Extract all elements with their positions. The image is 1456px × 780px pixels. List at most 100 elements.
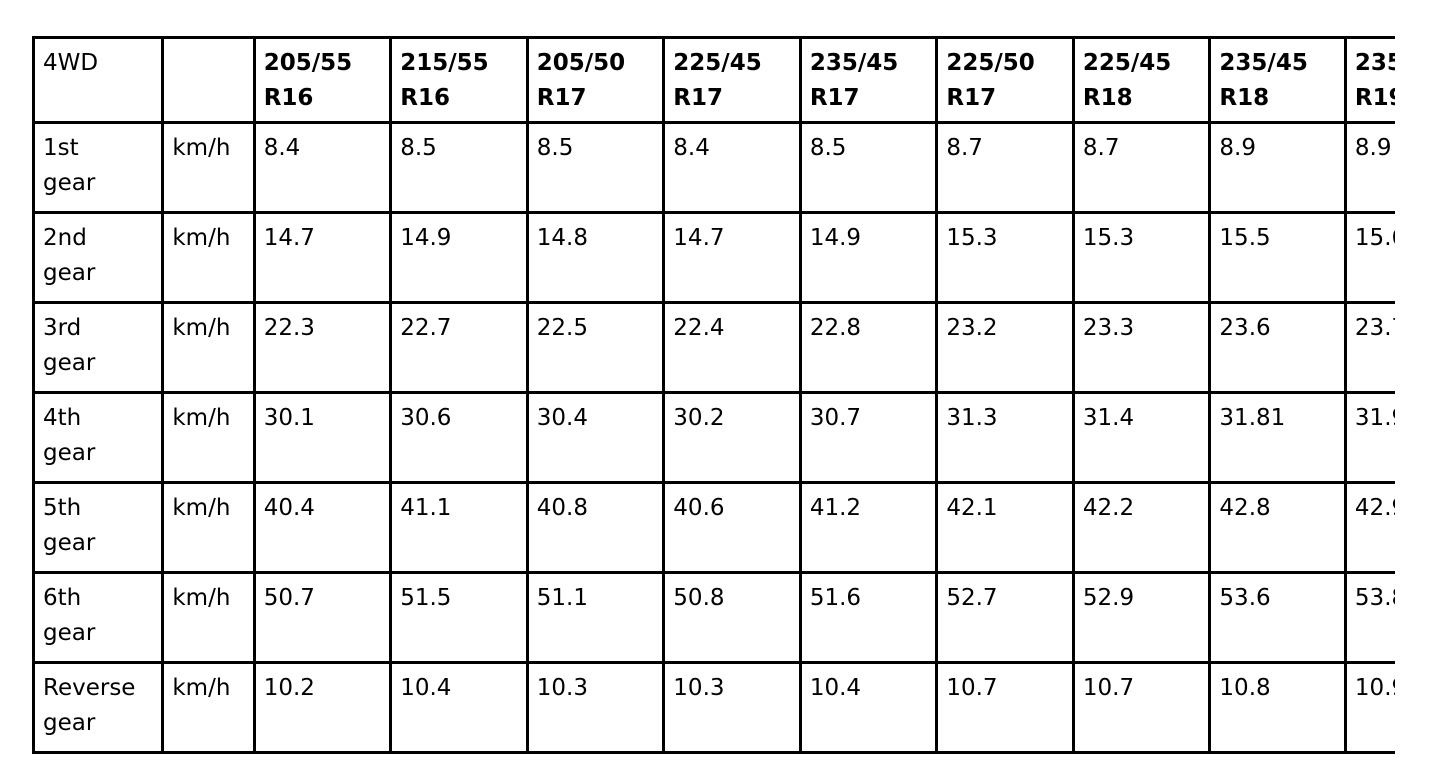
speed-value-cell: 30.1 (252, 391, 393, 484)
gear-label: 5th gear (32, 481, 165, 574)
speed-value-cell: 53.6 (1208, 571, 1347, 664)
speed-value-cell: 14.9 (389, 211, 529, 304)
speed-value-cell: 10.3 (525, 661, 666, 754)
speed-value-cell: 10.2 (252, 661, 393, 754)
speed-value-cell: 23.3 (1071, 301, 1212, 394)
cell-line: 235/45 (1219, 50, 1308, 76)
gear-label: 4th gear (32, 391, 165, 484)
speed-value-cell: 10.3 (662, 661, 802, 754)
table-row: 1st gear km/h 8.4 8.5 8.5 8.4 8.5 8.7 8.7 8.9 8.9 (32, 121, 1395, 214)
speed-value-cell: 14.7 (662, 211, 802, 304)
gear-label: Reverse gear (32, 661, 165, 754)
tire-size-header: 215/55 R16 (389, 36, 529, 124)
speed-value-cell: 10.7 (1071, 661, 1212, 754)
cell-line: 225/45 (673, 50, 762, 76)
tire-size-header: 225/45 R18 (1071, 36, 1212, 124)
speed-value-cell: 14.9 (798, 211, 939, 304)
gear-label: 1st gear (32, 121, 165, 214)
table-row: 6th gear km/h 50.7 51.5 51.1 50.8 51.6 52.7 52.9 5… (32, 571, 1395, 664)
unit-cell: km/h (161, 481, 256, 574)
cell-line: 225/45 (1082, 50, 1172, 76)
table-row: Reverse gear km/h 10.2 10.4 10.3 10.3 10.4 10.7 1… (32, 661, 1395, 754)
cell-line: gear (43, 260, 96, 286)
unit-cell: km/h (161, 121, 256, 214)
cell-line: R17 (673, 85, 724, 111)
unit-cell: km/h (161, 661, 256, 754)
speed-value-cell: 51.6 (798, 571, 939, 664)
gear-label: 2nd gear (32, 211, 165, 304)
cell-line: 215/55 (400, 50, 489, 76)
speed-value-cell: 8.5 (525, 121, 666, 214)
header-row: 4WD 205/55 R16 215/55 R16 205/50 R17 225/45 R17 2… (32, 36, 1395, 124)
speed-value-cell: 22.7 (389, 301, 529, 394)
speed-value-cell: 53.8 (1343, 571, 1395, 664)
cell-line: 6th (43, 585, 82, 611)
speed-value-cell: 8.5 (798, 121, 939, 214)
tire-size-header: 225/50 R17 (935, 36, 1075, 124)
cell-line: gear (43, 620, 96, 646)
speed-value-cell: 50.8 (662, 571, 802, 664)
corner-label: 4WD (32, 36, 165, 124)
speed-value-cell: 42.8 (1208, 481, 1347, 574)
speed-value-cell: 51.5 (389, 571, 529, 664)
speed-value-cell: 50.7 (252, 571, 393, 664)
speed-value-cell: 23.2 (935, 301, 1075, 394)
speed-value-cell: 22.4 (662, 301, 802, 394)
speed-value-cell: 22.3 (252, 301, 393, 394)
speed-value-cell: 15.6 (1343, 211, 1395, 304)
table-row: 4th gear km/h 30.1 30.6 30.4 30.2 30.7 31.3 31.4 3… (32, 391, 1395, 484)
speed-table-container: 4WD 205/55 R16 215/55 R16 205/50 R17 225/45 R17 2… (32, 36, 1395, 756)
speed-value-cell: 51.1 (525, 571, 666, 664)
speed-value-cell: 52.7 (935, 571, 1075, 664)
speed-value-cell: 30.7 (798, 391, 939, 484)
cell-line: 205/50 (536, 50, 626, 76)
tire-size-header: 235/45 R17 (798, 36, 939, 124)
cell-line: 225/50 (946, 50, 1035, 76)
speed-value-cell: 14.7 (252, 211, 393, 304)
cell-line: gear (43, 710, 96, 736)
speed-value-cell: 10.7 (935, 661, 1075, 754)
speed-value-cell: 30.4 (525, 391, 666, 484)
speed-value-cell: 40.8 (525, 481, 666, 574)
tire-size-header: 225/45 R17 (662, 36, 802, 124)
speed-value-cell: 8.7 (1071, 121, 1212, 214)
cell-line: R18 (1219, 85, 1270, 111)
speed-value-cell: 40.6 (662, 481, 802, 574)
cell-line: gear (43, 440, 96, 466)
speed-value-cell: 41.2 (798, 481, 939, 574)
cell-line: Reverse (43, 675, 136, 701)
speed-value-cell: 14.8 (525, 211, 666, 304)
cell-line: 4th (43, 405, 82, 431)
tire-size-header: 235/45 R18 (1208, 36, 1347, 124)
speed-value-cell: 42.9 (1343, 481, 1395, 574)
cell-line: 5th (43, 495, 82, 521)
table-row: 5th gear km/h 40.4 41.1 40.8 40.6 41.2 42.1 42.2 4… (32, 481, 1395, 574)
cell-line: 1st (43, 135, 79, 161)
cell-line: gear (43, 350, 96, 376)
speed-value-cell: 8.7 (935, 121, 1075, 214)
cell-line: gear (43, 170, 96, 196)
gear-speed-table: 4WD 205/55 R16 215/55 R16 205/50 R17 225/45 R17 2… (32, 36, 1395, 754)
table-row: 2nd gear km/h 14.7 14.9 14.8 14.7 14.9 15.3 15.3 1… (32, 211, 1395, 304)
cell-line: 3rd (43, 315, 82, 341)
speed-value-cell: 10.9 (1343, 661, 1395, 754)
speed-value-cell: 30.2 (662, 391, 802, 484)
speed-value-cell: 31.3 (935, 391, 1075, 484)
speed-value-cell: 31.9 (1343, 391, 1395, 484)
cell-line: R17 (809, 85, 860, 111)
cell-line: 205/55 (263, 50, 353, 76)
unit-cell: km/h (161, 301, 256, 394)
speed-value-cell: 30.6 (389, 391, 529, 484)
speed-value-cell: 31.4 (1071, 391, 1212, 484)
speed-value-cell: 22.8 (798, 301, 939, 394)
speed-value-cell: 10.4 (798, 661, 939, 754)
speed-value-cell: 23.7 (1343, 301, 1395, 394)
speed-value-cell: 15.3 (1071, 211, 1212, 304)
speed-value-cell: 31.81 (1208, 391, 1347, 484)
cell-line: R18 (1082, 85, 1133, 111)
speed-value-cell: 23.6 (1208, 301, 1347, 394)
speed-value-cell: 8.4 (252, 121, 393, 214)
speed-value-cell: 8.5 (389, 121, 529, 214)
unit-cell: km/h (161, 391, 256, 484)
speed-value-cell: 15.5 (1208, 211, 1347, 304)
